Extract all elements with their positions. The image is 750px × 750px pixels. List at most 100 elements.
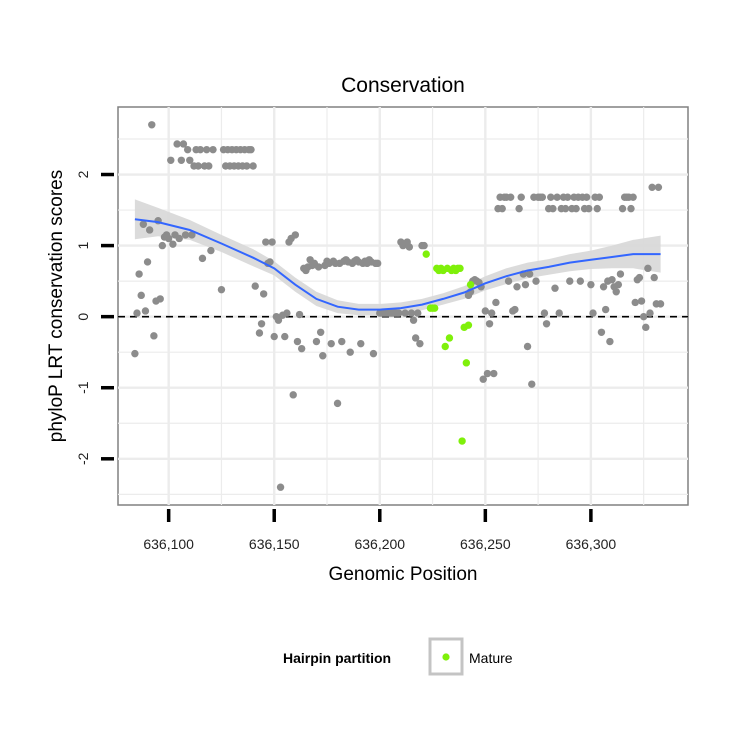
data-point-other [528,380,536,388]
data-point-other [314,263,323,271]
data-point-other [338,337,346,346]
data-point-other [196,145,205,154]
data-point-other [492,298,500,307]
data-point-other [585,204,593,213]
data-point-other [572,204,580,213]
data-point-other [566,277,574,285]
data-point-other [243,162,251,170]
data-point-other [407,309,416,317]
data-point-other [281,332,289,341]
data-point-other [401,309,409,317]
data-point-other [297,344,306,353]
data-point-other [597,328,606,336]
data-point-other [555,309,563,317]
data-point-mature [456,264,464,273]
data-point-other [525,270,534,278]
data-point-other [576,277,585,285]
data-point-other [648,183,656,192]
data-point-other [540,309,549,317]
data-point-other [654,183,663,192]
data-point-other [521,280,530,289]
data-point-other [179,140,188,148]
data-point-other [582,193,591,201]
data-point-other [490,369,498,378]
data-point-other [599,283,608,291]
data-point-other [169,240,177,248]
data-point-other [601,305,610,314]
data-point-other [542,320,551,328]
data-point-other [198,254,207,263]
data-point-other [616,270,625,278]
data-point-other [293,337,302,346]
ribbon-area [134,199,661,316]
data-point-other [593,204,601,213]
legend-title: Hairpin partition [283,650,391,666]
data-point-other [614,280,623,289]
data-point-other [164,234,173,243]
data-point-other [276,483,285,491]
chart-title: Conservation [341,74,465,97]
data-point-other [589,309,597,317]
data-point-other [538,193,547,201]
data-point-other [158,241,167,250]
data-point-other [194,162,202,170]
data-point-other [207,246,215,255]
data-point-other [137,291,145,300]
data-point-other [656,300,665,308]
data-point-other [595,193,604,201]
data-point-other [631,298,639,307]
data-point-other [183,145,192,154]
data-point-mature [466,280,475,289]
data-point-other [612,288,620,296]
data-point-other [504,277,513,285]
data-point-other [481,307,490,315]
data-point-other [606,337,614,346]
data-point-other [173,140,181,148]
data-points [131,121,665,491]
data-point-mature [458,437,466,445]
data-point-other [420,241,428,250]
data-point-other [629,193,637,201]
x-axis-title: Genomic Position [329,564,478,585]
data-point-other [517,193,525,201]
data-point-other [143,258,152,266]
data-point-other [283,309,291,317]
data-point-other [131,349,139,358]
y-tick-label: 1 [75,241,91,249]
data-point-other [175,234,183,243]
data-point-other [506,193,515,201]
data-point-other [255,329,264,337]
data-point-other [346,348,354,356]
x-tick-label: 636,300 [566,536,617,552]
data-point-other [483,369,492,378]
data-point-other [511,305,519,314]
x-tick-label: 636,100 [143,536,194,552]
data-point-other [295,310,304,319]
data-point-other [209,145,217,154]
data-point-other [618,204,627,213]
data-point-other [141,307,150,315]
data-point-other [563,193,572,201]
data-point-other [156,295,164,303]
data-point-other [635,273,644,282]
data-point-other [627,204,635,213]
x-tick-label: 636,150 [249,536,300,552]
data-point-other [587,280,595,289]
data-point-other [561,204,570,213]
data-point-other [274,316,283,324]
data-point-other [498,204,506,213]
data-point-other [513,283,521,291]
data-point-other [549,204,557,213]
data-point-other [133,309,141,317]
data-point-other [319,352,327,360]
smooth-trend-line [134,218,661,311]
data-point-mature [462,359,471,367]
data-point-other [188,231,196,239]
data-point-other [553,193,561,201]
legend: Hairpin partition Mature [283,637,513,676]
data-point-other [270,332,278,341]
legend-key-mature [442,653,450,661]
data-point-other [608,276,616,284]
data-point-other [135,270,143,278]
data-point-other [547,193,555,201]
